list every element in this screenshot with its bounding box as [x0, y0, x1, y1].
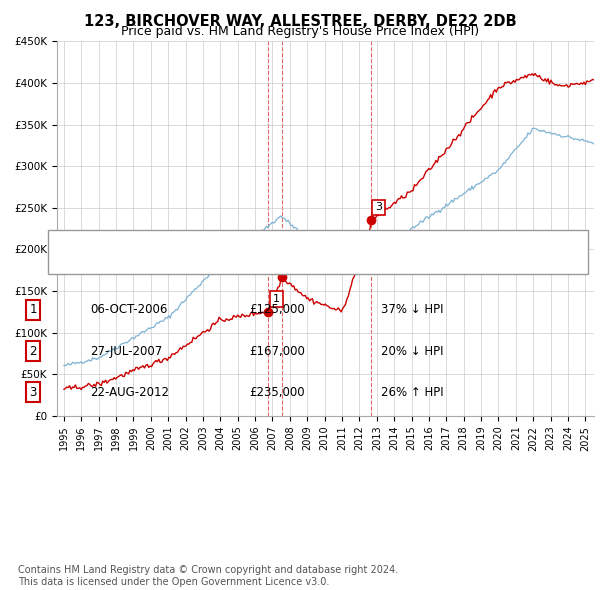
Text: 37% ↓ HPI: 37% ↓ HPI [381, 303, 443, 316]
Text: 123, BIRCHOVER WAY, ALLESTREE, DERBY, DE22 2DB: 123, BIRCHOVER WAY, ALLESTREE, DERBY, DE… [83, 14, 517, 28]
Text: 22-AUG-2012: 22-AUG-2012 [90, 386, 169, 399]
Text: Contains HM Land Registry data © Crown copyright and database right 2024.
This d: Contains HM Land Registry data © Crown c… [18, 565, 398, 587]
Text: HPI: Average price, detached house, City of Derby: HPI: Average price, detached house, City… [96, 258, 358, 268]
Text: £125,000: £125,000 [249, 303, 305, 316]
Text: 2: 2 [29, 345, 37, 358]
Text: 3: 3 [375, 202, 382, 212]
Text: 3: 3 [29, 386, 37, 399]
Text: 06-OCT-2006: 06-OCT-2006 [90, 303, 167, 316]
Text: 2: 2 [287, 259, 294, 269]
Text: 20% ↓ HPI: 20% ↓ HPI [381, 345, 443, 358]
Text: 26% ↑ HPI: 26% ↑ HPI [381, 386, 443, 399]
Text: 123, BIRCHOVER WAY, ALLESTREE, DERBY, DE22 2DB (detached house): 123, BIRCHOVER WAY, ALLESTREE, DERBY, DE… [96, 238, 469, 247]
Text: 1: 1 [29, 303, 37, 316]
Text: £167,000: £167,000 [249, 345, 305, 358]
Text: 1: 1 [273, 294, 280, 304]
Text: 27-JUL-2007: 27-JUL-2007 [90, 345, 162, 358]
Text: £235,000: £235,000 [249, 386, 305, 399]
Text: Price paid vs. HM Land Registry's House Price Index (HPI): Price paid vs. HM Land Registry's House … [121, 25, 479, 38]
